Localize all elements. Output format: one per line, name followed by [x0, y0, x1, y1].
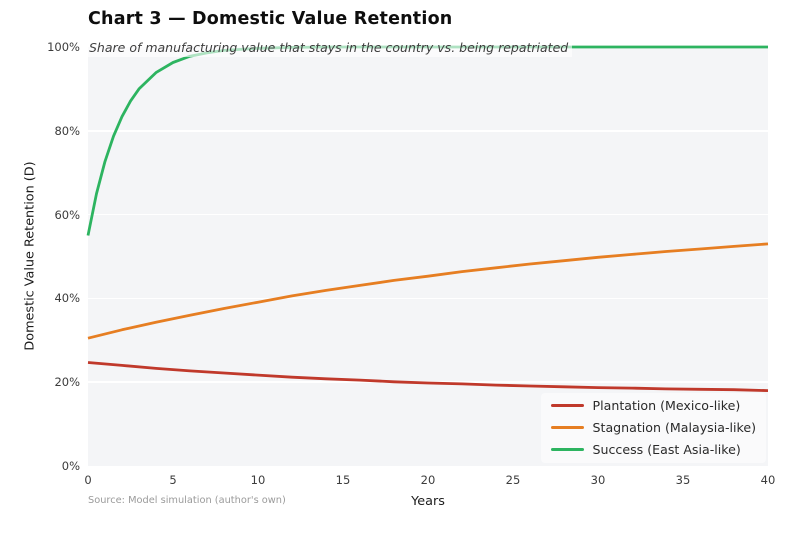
legend-label-plantation: Plantation (Mexico-like) — [592, 398, 741, 413]
series-line-2 — [86, 45, 768, 236]
y-axis-label: Domestic Value Retention (D) — [22, 161, 38, 351]
x-tick-10: 10 — [250, 473, 266, 487]
legend-item-stagnation: Stagnation (Malaysia-like) — [550, 419, 756, 436]
legend-label-stagnation: Stagnation (Malaysia-like) — [592, 420, 756, 435]
chart-subtitle: Share of manufacturing value that stays … — [86, 39, 573, 57]
gridline-80 — [88, 130, 768, 132]
legend-swatch-plantation — [550, 404, 584, 407]
source-note: Source: Model simulation (author's own) — [88, 495, 286, 506]
series-line-1 — [87, 242, 769, 340]
y-tick-60: 60% — [54, 207, 80, 222]
legend: Plantation (Mexico-like) Stagnation (Mal… — [540, 393, 766, 463]
x-tick-30: 30 — [590, 473, 606, 487]
x-tick-25: 25 — [505, 473, 521, 487]
x-tick-20: 20 — [420, 473, 436, 487]
x-tick-15: 15 — [335, 473, 351, 487]
gridline-60 — [88, 213, 768, 216]
gridline-40 — [88, 297, 768, 300]
y-tick-40: 40% — [54, 291, 80, 306]
legend-item-plantation: Plantation (Mexico-like) — [550, 397, 756, 414]
chart-title: Chart 3 — Domestic Value Retention — [88, 9, 453, 29]
legend-swatch-stagnation — [550, 426, 584, 429]
y-tick-0: 0% — [61, 459, 80, 473]
x-tick-5: 5 — [169, 473, 177, 487]
x-tick-40: 40 — [760, 473, 776, 487]
y-tick-80: 80% — [54, 123, 80, 138]
x-tick-0: 0 — [84, 473, 92, 487]
x-tick-35: 35 — [675, 473, 691, 487]
y-tick-100: 100% — [47, 40, 80, 54]
legend-swatch-success — [550, 448, 584, 451]
series-line-0 — [87, 361, 769, 392]
legend-label-success: Success (East Asia-like) — [592, 442, 741, 457]
legend-item-success: Success (East Asia-like) — [550, 441, 756, 458]
y-tick-20: 20% — [54, 375, 80, 390]
x-axis-label: Years — [411, 494, 445, 509]
plot-area: Plantation (Mexico-like) Stagnation (Mal… — [47, 40, 775, 487]
